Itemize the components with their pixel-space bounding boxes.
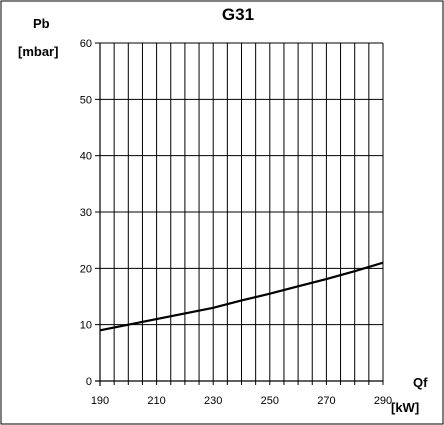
y-tick-label: 20 <box>80 263 92 275</box>
y-tick-label: 40 <box>80 151 92 163</box>
x-tick-label: 230 <box>204 395 222 407</box>
axes-layer <box>95 42 384 386</box>
x-tick-label: 190 <box>91 395 109 407</box>
y-tick-label: 0 <box>86 376 92 388</box>
y-tick-label: 50 <box>80 94 92 106</box>
y-tick-label: 30 <box>80 207 92 219</box>
chart-title: G31 <box>222 5 254 24</box>
x-axis-label-unit: [kW] <box>391 400 419 415</box>
y-tick-label: 60 <box>80 38 92 50</box>
x-axis-label-symbol: Qf <box>413 375 428 390</box>
x-tick-label: 210 <box>147 395 165 407</box>
series-line <box>99 261 384 332</box>
y-axis-label-symbol: Pb <box>33 16 50 31</box>
grid-layer <box>99 42 384 382</box>
x-tick-label: 270 <box>317 395 335 407</box>
tick-labels: 0 10 20 30 40 50 60 190 210 230 250 270 290 <box>80 38 392 407</box>
x-tick-label: 290 <box>374 395 392 407</box>
series-layer <box>99 261 384 332</box>
y-axis-label-unit: [mbar] <box>18 44 58 59</box>
y-tick-label: 10 <box>80 320 92 332</box>
x-tick-label: 250 <box>261 395 279 407</box>
